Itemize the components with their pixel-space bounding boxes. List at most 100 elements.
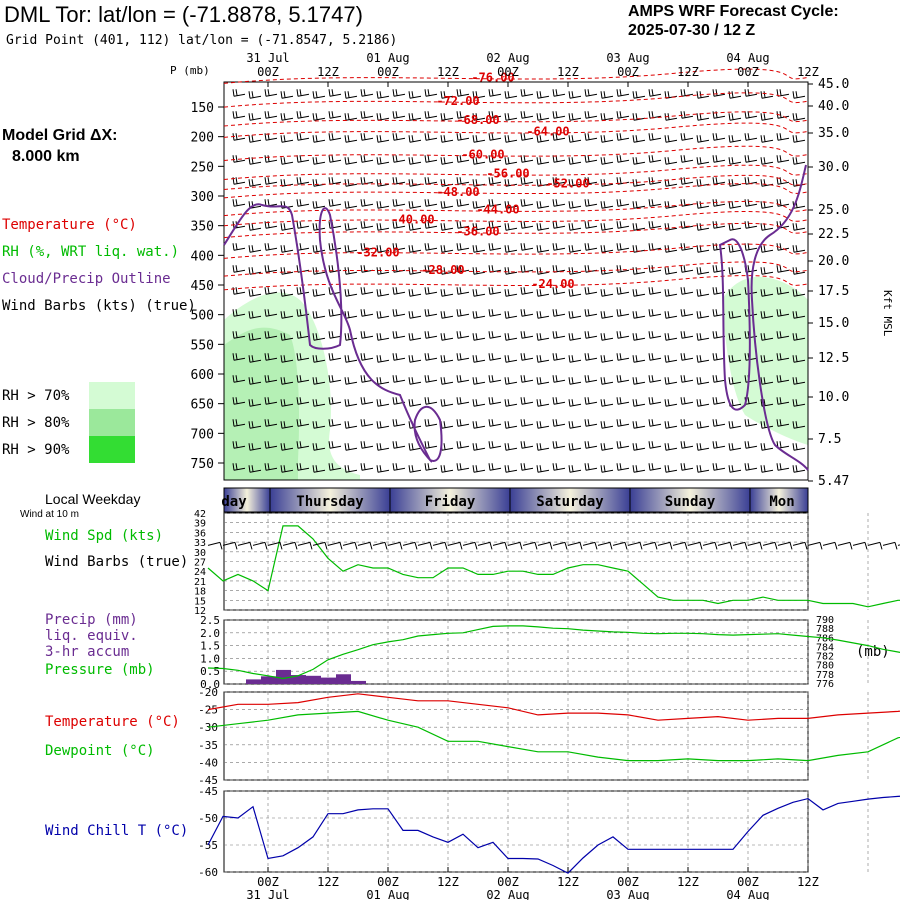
- wind-barb: [488, 375, 502, 383]
- wind-barb: [264, 243, 278, 251]
- wind-barb: [440, 113, 454, 121]
- bottom-hour-label: 12Z: [677, 875, 699, 889]
- wind-barb: [712, 265, 726, 273]
- surface-wind-barb: [777, 541, 793, 550]
- wind-barb: [680, 287, 694, 295]
- wind-barb: [248, 311, 262, 319]
- wind-barb: [344, 157, 358, 165]
- wind-barb: [312, 399, 326, 407]
- precip-tick-label: 0.5: [200, 665, 220, 678]
- wind-barb: [376, 157, 390, 165]
- weekday-cell: [224, 488, 270, 512]
- precip-tick-label: 2.5: [200, 614, 220, 627]
- precip-bar: [291, 675, 306, 684]
- wind-barb: [344, 201, 358, 209]
- wind-chill-panel-gridlines: [224, 790, 869, 873]
- wind-barb: [360, 463, 374, 471]
- wind-barb: [728, 443, 742, 451]
- wind-barb: [552, 111, 566, 119]
- wind-barb: [312, 465, 326, 473]
- wind-barb: [488, 221, 502, 229]
- wind-barb: [376, 289, 390, 297]
- wind-barb: [264, 287, 278, 295]
- pressure-tick-label: 750: [191, 457, 214, 472]
- wind-barb: [296, 177, 310, 185]
- wind-barb: [408, 399, 422, 407]
- pressure-axis-label: P (mb): [170, 64, 210, 77]
- wind-barb: [472, 201, 486, 209]
- wind-barb: [616, 133, 630, 141]
- wind-speed-tick-label: 42: [194, 509, 206, 520]
- wind-barb: [520, 375, 534, 383]
- wind-barb: [616, 441, 630, 449]
- wind-barb: [280, 377, 294, 385]
- surface-wind-barb: [552, 541, 568, 550]
- wind-speed-panel-gridlines: [224, 512, 869, 611]
- wind-barb: [328, 419, 342, 427]
- wind-barb: [712, 111, 726, 119]
- wind-barb: [664, 443, 678, 451]
- top-date-label: 04 Aug: [726, 51, 769, 65]
- wind-barb: [552, 419, 566, 427]
- top-date-label: 01 Aug: [366, 51, 409, 65]
- wind-barb: [584, 397, 598, 405]
- wind-barb: [232, 375, 246, 383]
- wind-barb: [600, 311, 614, 319]
- dewpoint-line: [207, 710, 900, 762]
- wind-barb: [248, 355, 262, 363]
- wind-barb: [472, 157, 486, 165]
- wind-barb: [792, 465, 806, 473]
- wind-barb: [600, 201, 614, 209]
- surface-wind-barb: [447, 541, 463, 550]
- wind-barb: [728, 113, 742, 121]
- wind-barb: [312, 355, 326, 363]
- wind-barb: [296, 133, 310, 141]
- wind-barb: [616, 309, 630, 317]
- wind-barb: [360, 419, 374, 427]
- wind-barb: [392, 309, 406, 317]
- wind-speed-tick-label: 12: [194, 606, 206, 617]
- model-grid-value: 8.000 km: [12, 148, 80, 165]
- wind-barb: [424, 243, 438, 251]
- top-hour-label: 00Z: [377, 65, 399, 79]
- wind-barb: [280, 333, 294, 341]
- weekday-band-frame: [223, 487, 809, 513]
- temperature-panel-gridlines: [224, 691, 869, 781]
- wind-barb: [456, 133, 470, 141]
- bottom-hour-label: 00Z: [377, 875, 399, 889]
- legend-temperature: Temperature (°C): [2, 217, 137, 233]
- wind-barb: [328, 111, 342, 119]
- wind-barb: [280, 245, 294, 253]
- weekday-label: Thursday: [296, 494, 364, 510]
- wind-barb: [728, 465, 742, 473]
- wind-barb: [440, 91, 454, 99]
- cross-section-frame: [223, 81, 809, 481]
- wind-barb: [584, 89, 598, 97]
- wind-barb: [792, 113, 806, 121]
- wind-barb: [440, 201, 454, 209]
- weekday-label: day: [221, 494, 247, 510]
- wind-barb: [296, 463, 310, 471]
- wind-barb: [248, 245, 262, 253]
- wind-barb: [728, 377, 742, 385]
- wind-barb: [632, 157, 646, 165]
- wind-barb: [232, 243, 246, 251]
- wind-barb: [392, 243, 406, 251]
- wind-barb: [456, 89, 470, 97]
- surface-wind-barb: [657, 541, 673, 550]
- wind-barb: [712, 397, 726, 405]
- wind-barb: [616, 221, 630, 229]
- wind-barb: [408, 443, 422, 451]
- wind-barb: [760, 465, 774, 473]
- wind-barb: [248, 91, 262, 99]
- wind-barb: [552, 133, 566, 141]
- wind-barb: [504, 245, 518, 253]
- wind-barb: [312, 421, 326, 429]
- wind-barb: [360, 111, 374, 119]
- wind-barb: [456, 309, 470, 317]
- wind-barb: [344, 443, 358, 451]
- wind-barb: [472, 421, 486, 429]
- wind-barb: [696, 91, 710, 99]
- wind-barb: [696, 201, 710, 209]
- wind-barb: [488, 441, 502, 449]
